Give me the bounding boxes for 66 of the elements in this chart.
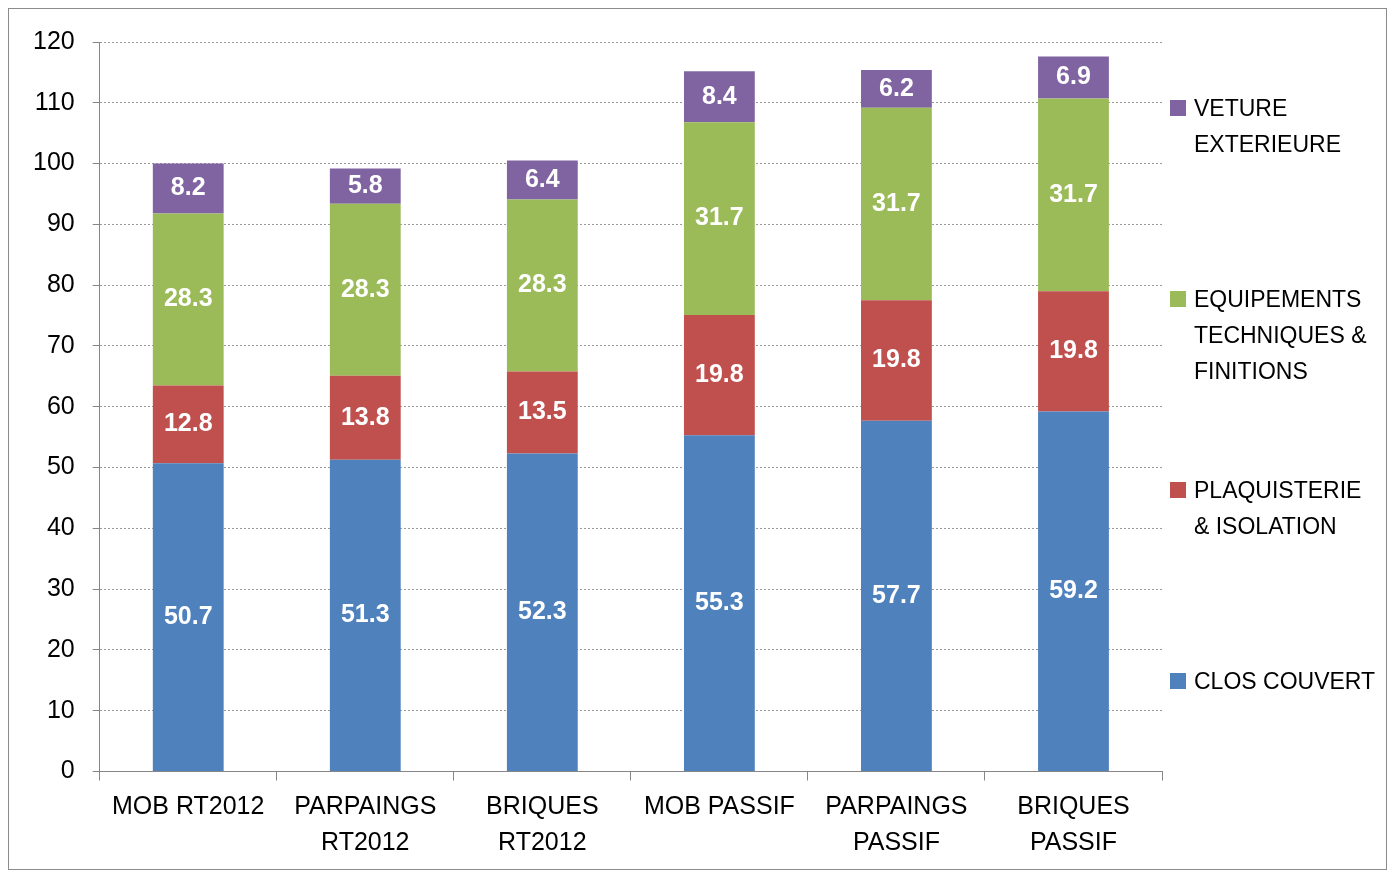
data-label: 6.4: [524, 163, 560, 192]
y-tick-label: 10: [46, 694, 75, 723]
data-label: 6.9: [1056, 61, 1091, 90]
data-label: 8.2: [170, 172, 206, 201]
data-label: 31.7: [695, 202, 744, 231]
y-tick-label: 30: [46, 573, 75, 602]
data-label: 51.3: [340, 599, 390, 628]
y-tick-label: 90: [46, 208, 75, 237]
data-label: 5.8: [347, 169, 383, 198]
data-label: 28.3: [340, 273, 390, 302]
data-label: 31.7: [1049, 178, 1098, 207]
bar: [506, 371, 578, 454]
bar: [861, 420, 932, 771]
legend-label: PLAQUISTERIE & ISOLATION: [1194, 476, 1363, 541]
y-tick-label: 40: [46, 512, 75, 541]
bar: [329, 375, 401, 460]
bar: [1038, 291, 1109, 412]
data-label: 31.7: [872, 187, 921, 216]
bar: [861, 107, 932, 301]
bar: [683, 71, 755, 123]
bar: [683, 435, 755, 771]
x-tick-label: MOB PASSIF: [643, 790, 795, 819]
x-tick-label: BRIQUES PASSIF: [1017, 790, 1130, 855]
y-tick-label: 60: [46, 390, 75, 419]
x-tick-label: PARPAINGS RT2012: [294, 790, 437, 855]
bar: [506, 199, 578, 372]
data-label: 50.7: [163, 601, 213, 630]
y-tick-label: 20: [46, 633, 75, 662]
data-label: 52.3: [518, 596, 567, 625]
data-label: 12.8: [163, 408, 213, 437]
bar: [683, 314, 755, 436]
data-label: 59.2: [1049, 575, 1098, 604]
data-label: 19.8: [872, 344, 921, 373]
legend-label: EQUIPEMENTS TECHNIQUES & FINITIONS: [1194, 285, 1368, 386]
bar: [152, 213, 224, 386]
legend-label: VETURE EXTERIEURE: [1194, 94, 1342, 159]
y-tick-label: 70: [46, 329, 75, 358]
y-tick-label: 0: [60, 755, 75, 784]
bar: [329, 203, 401, 376]
data-label: 6.2: [879, 72, 914, 101]
bar: [861, 300, 932, 421]
bar: [152, 463, 224, 771]
bar: [1038, 98, 1109, 292]
data-label: 13.8: [340, 401, 390, 430]
bar: [152, 385, 224, 464]
x-tick-label: PARPAINGS PASSIF: [825, 790, 968, 855]
y-tick-label: 110: [34, 86, 75, 115]
data-label: 28.3: [163, 283, 213, 312]
data-label: 19.8: [695, 359, 744, 388]
bar: [1038, 411, 1109, 771]
bar: [329, 459, 401, 771]
y-tick-label: 80: [46, 269, 75, 298]
data-label: 57.7: [872, 579, 921, 608]
data-label: 19.8: [1049, 335, 1098, 364]
x-tick-label: BRIQUES RT2012: [486, 790, 599, 855]
x-tick-label: MOB RT2012: [112, 790, 265, 819]
data-label: 8.4: [702, 80, 737, 109]
y-tick-label: 50: [46, 451, 75, 480]
bar: [683, 122, 755, 315]
data-label: 13.5: [518, 396, 567, 425]
bar: [506, 453, 578, 771]
data-label: 55.3: [695, 587, 744, 616]
y-tick-label: 100: [32, 147, 75, 176]
legend-label: CLOS COUVERT: [1194, 667, 1377, 696]
y-tick-label: 120: [32, 25, 75, 54]
data-label: 28.3: [518, 269, 567, 298]
